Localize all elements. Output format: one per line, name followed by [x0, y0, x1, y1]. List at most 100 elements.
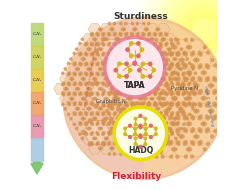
- Circle shape: [120, 109, 123, 113]
- Circle shape: [97, 54, 99, 56]
- Circle shape: [155, 130, 158, 133]
- Circle shape: [129, 124, 131, 127]
- Circle shape: [144, 68, 147, 70]
- Circle shape: [154, 113, 157, 116]
- Circle shape: [160, 32, 162, 35]
- Circle shape: [137, 103, 139, 106]
- Text: C₃N₃: C₃N₃: [32, 78, 42, 82]
- Polygon shape: [117, 53, 130, 65]
- Circle shape: [129, 38, 131, 40]
- Circle shape: [183, 142, 186, 146]
- Circle shape: [147, 91, 151, 94]
- Circle shape: [125, 143, 128, 145]
- Circle shape: [135, 68, 137, 70]
- Circle shape: [125, 32, 128, 35]
- Circle shape: [188, 82, 191, 84]
- Circle shape: [114, 68, 118, 72]
- Circle shape: [165, 92, 167, 94]
- Circle shape: [108, 93, 111, 96]
- Circle shape: [98, 88, 101, 90]
- Circle shape: [161, 104, 164, 107]
- Circle shape: [80, 92, 82, 94]
- Circle shape: [199, 89, 202, 92]
- Circle shape: [125, 64, 129, 67]
- Circle shape: [146, 88, 148, 90]
- Polygon shape: [77, 43, 90, 55]
- Circle shape: [133, 61, 137, 65]
- Circle shape: [172, 46, 175, 49]
- Circle shape: [113, 82, 116, 84]
- Circle shape: [108, 82, 111, 84]
- Circle shape: [189, 16, 218, 45]
- Circle shape: [159, 102, 161, 104]
- Circle shape: [175, 117, 177, 120]
- Circle shape: [79, 113, 81, 116]
- Circle shape: [139, 77, 142, 80]
- Circle shape: [104, 58, 107, 60]
- Circle shape: [102, 141, 104, 144]
- Circle shape: [119, 112, 121, 114]
- Circle shape: [177, 74, 179, 76]
- Polygon shape: [144, 40, 161, 55]
- Polygon shape: [185, 73, 199, 85]
- Polygon shape: [99, 103, 113, 114]
- Circle shape: [155, 53, 158, 56]
- Circle shape: [152, 38, 154, 40]
- Polygon shape: [128, 133, 141, 144]
- Circle shape: [148, 132, 151, 134]
- Circle shape: [139, 102, 142, 105]
- Circle shape: [113, 113, 116, 116]
- Circle shape: [143, 141, 145, 144]
- Circle shape: [173, 58, 175, 60]
- Circle shape: [192, 19, 215, 42]
- Circle shape: [120, 102, 122, 104]
- Circle shape: [132, 140, 135, 143]
- Circle shape: [89, 68, 91, 70]
- Circle shape: [131, 74, 134, 76]
- Circle shape: [167, 48, 170, 50]
- Circle shape: [205, 130, 208, 133]
- Circle shape: [200, 27, 208, 34]
- Polygon shape: [82, 73, 96, 85]
- Circle shape: [135, 127, 137, 130]
- Circle shape: [134, 123, 137, 126]
- Circle shape: [118, 91, 121, 94]
- Circle shape: [146, 48, 148, 50]
- Circle shape: [139, 134, 142, 137]
- Circle shape: [104, 78, 107, 80]
- Circle shape: [191, 130, 194, 133]
- Circle shape: [79, 133, 81, 136]
- Circle shape: [133, 66, 136, 69]
- Circle shape: [136, 122, 138, 124]
- Polygon shape: [151, 104, 168, 118]
- Circle shape: [93, 58, 95, 60]
- Circle shape: [213, 102, 216, 105]
- Circle shape: [171, 122, 173, 124]
- Circle shape: [147, 102, 150, 104]
- Circle shape: [183, 84, 185, 86]
- Circle shape: [144, 117, 147, 120]
- Circle shape: [207, 142, 209, 146]
- Circle shape: [171, 133, 173, 136]
- Circle shape: [194, 109, 197, 113]
- Circle shape: [135, 147, 137, 149]
- Circle shape: [85, 92, 87, 94]
- Circle shape: [125, 72, 128, 74]
- Circle shape: [153, 103, 156, 106]
- Circle shape: [140, 58, 143, 60]
- Circle shape: [103, 103, 105, 106]
- Circle shape: [85, 123, 87, 125]
- Circle shape: [61, 84, 64, 86]
- Circle shape: [196, 135, 199, 138]
- Polygon shape: [128, 113, 141, 124]
- Polygon shape: [151, 53, 168, 67]
- Circle shape: [149, 124, 152, 127]
- Circle shape: [150, 98, 152, 100]
- Polygon shape: [157, 24, 170, 35]
- Circle shape: [205, 89, 208, 92]
- Circle shape: [134, 137, 137, 140]
- Polygon shape: [122, 78, 139, 93]
- Circle shape: [125, 62, 127, 64]
- Circle shape: [176, 92, 179, 94]
- Circle shape: [88, 119, 92, 122]
